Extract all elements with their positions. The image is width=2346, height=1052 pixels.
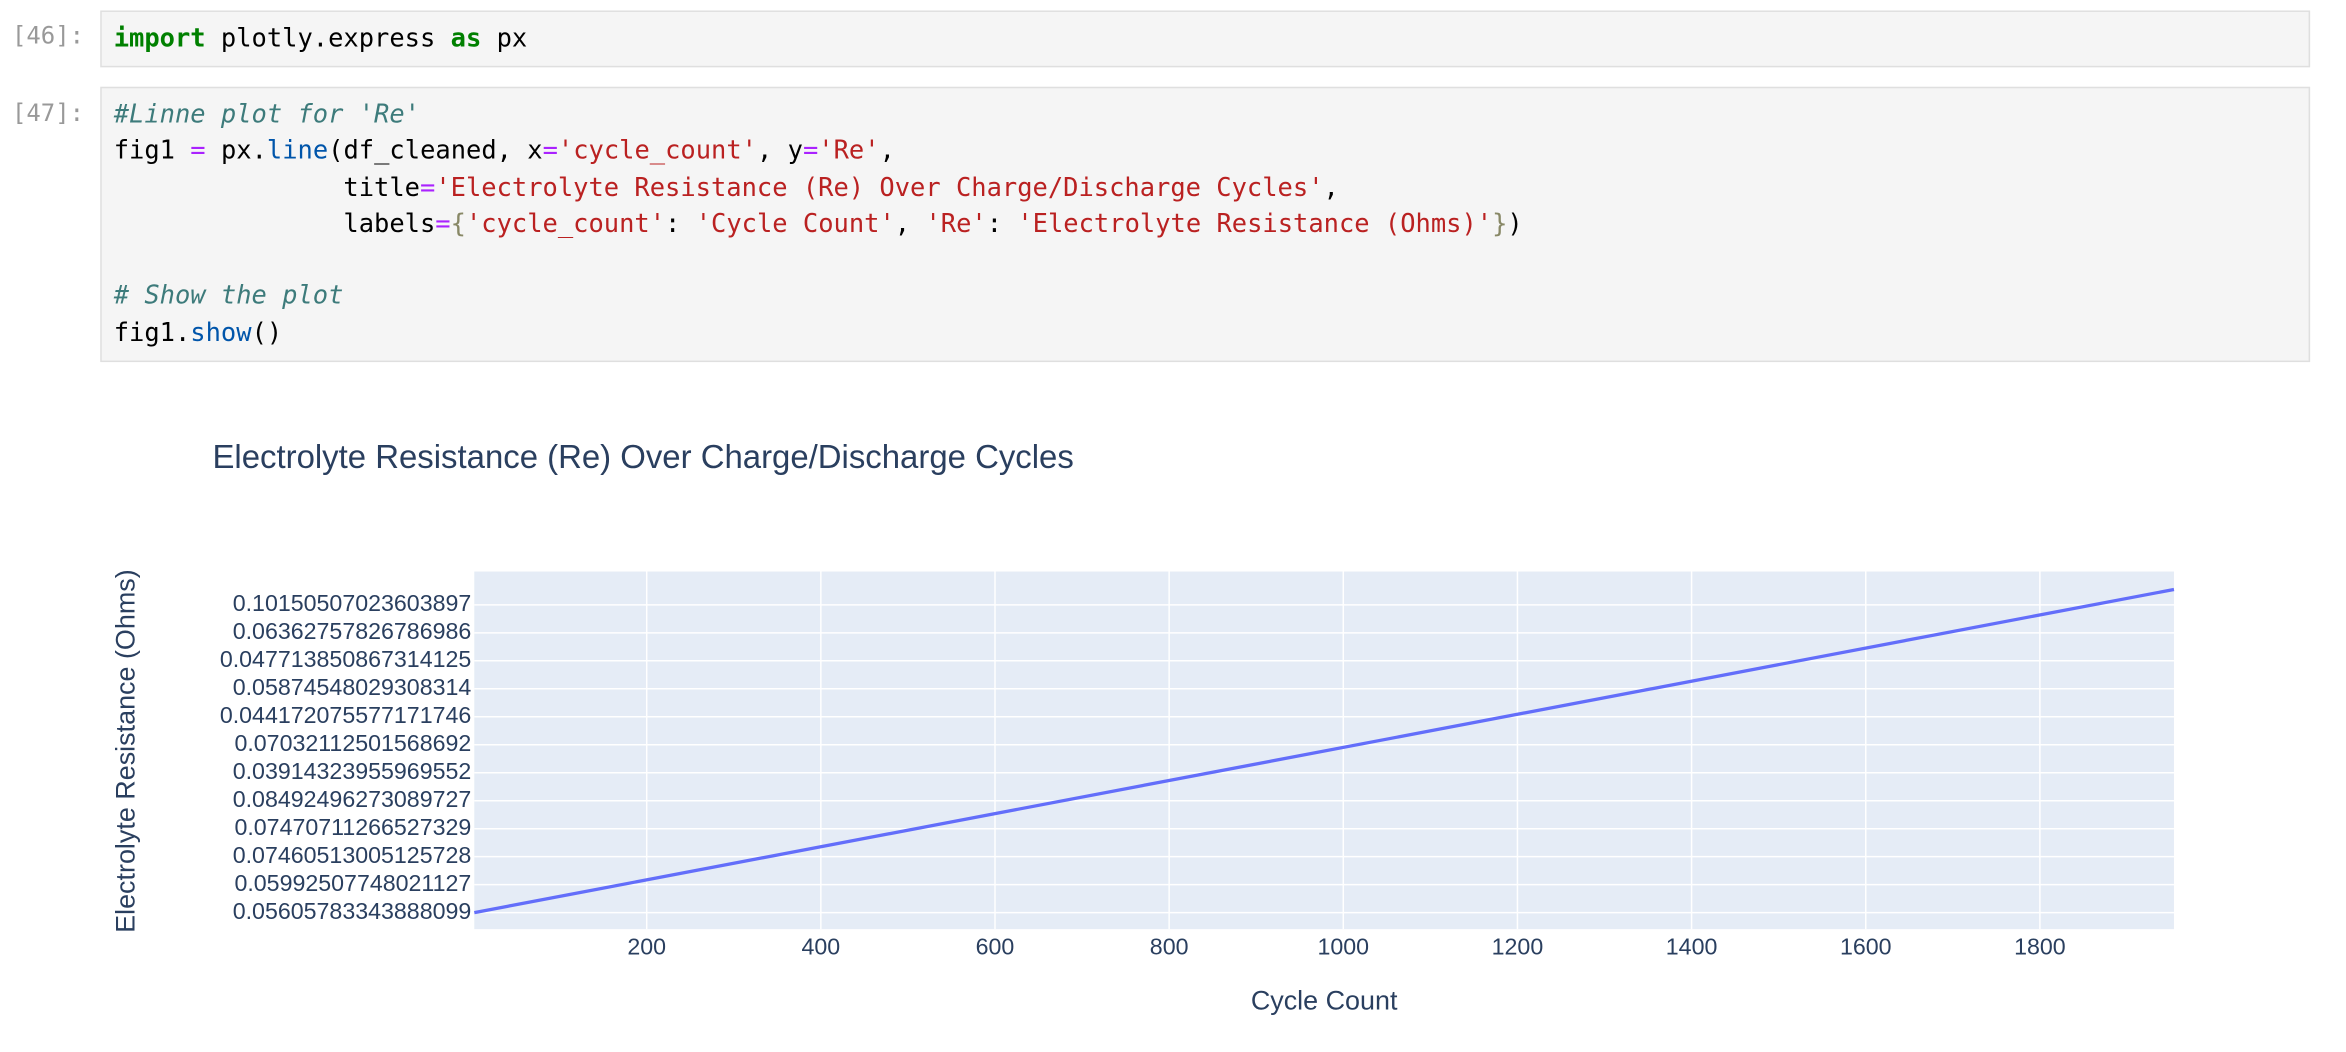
- code-token: =: [419, 172, 436, 203]
- code-token: line: [266, 136, 329, 167]
- code-token: :: [665, 209, 696, 240]
- code-line: import plotly.express as px: [114, 21, 2297, 57]
- code-token: 'cycle_count': [557, 136, 758, 167]
- y-tick-label: 0.05992507748021127: [234, 870, 471, 896]
- code-token: show: [190, 318, 252, 349]
- code-token: px.: [205, 136, 267, 167]
- y-tick-label: 0.06362757826786986: [233, 618, 472, 644]
- y-tick-label: 0.08492496273089727: [233, 786, 472, 812]
- y-tick-label: 0.047713850867314125: [220, 646, 471, 672]
- y-tick-label: 0.07460513005125728: [233, 842, 472, 868]
- data-line: [473, 587, 2175, 915]
- x-tick-label: 1000: [1317, 934, 1369, 960]
- x-tick-label: 1600: [1840, 934, 1892, 960]
- code-token: =: [435, 209, 451, 240]
- cell-prompt: [46]:: [11, 20, 85, 50]
- code-token: 'Re': [925, 209, 987, 240]
- code-token: =: [802, 136, 819, 167]
- code-token: labels: [113, 209, 436, 240]
- code-token: fig1.: [113, 318, 191, 349]
- x-tick-label: 800: [1150, 934, 1189, 960]
- y-tick-label: 0.03914323955969552: [233, 758, 472, 784]
- y-tick-label: 0.07470711266527329: [234, 814, 471, 840]
- code-token: #Linne plot for 'Re': [113, 100, 420, 131]
- code-token: =: [542, 136, 558, 167]
- y-tick-label: 0.0560578334388809​9: [233, 898, 472, 924]
- y-axis-title: Electrolyte Resistance (Ohms): [110, 569, 140, 933]
- code-token: (df_cleaned, x: [328, 136, 543, 167]
- code-line: fig1.show(): [114, 315, 2297, 351]
- code-token: 'Electrolyte Resistance (Re) Over Charge…: [435, 172, 1324, 203]
- y-tick-label: 0.07032112501568692: [234, 730, 471, 756]
- code-token: :: [986, 209, 1018, 240]
- y-tick-label: 0.10150507023603897: [233, 590, 472, 616]
- code-token: =: [190, 136, 206, 167]
- code-token: ,: [1323, 172, 1339, 203]
- code-cell[interactable]: import plotly.express as px: [100, 10, 2311, 68]
- code-token: (): [251, 318, 283, 349]
- x-tick-label: 1800: [2014, 934, 2066, 960]
- x-tick-label: 200: [627, 934, 666, 960]
- code-token: ): [1507, 209, 1523, 240]
- code-token: import: [113, 23, 206, 54]
- x-tick-label: 600: [976, 934, 1015, 960]
- y-tick-label: 0.05874548029308314: [233, 674, 472, 700]
- code-token: {: [450, 209, 466, 240]
- code-token: ,: [879, 136, 895, 167]
- code-token: as: [450, 23, 482, 54]
- code-token: 'cycle_count': [465, 209, 666, 240]
- code-line: # Show the plot: [114, 279, 2297, 315]
- x-tick-label: 1200: [1492, 934, 1544, 960]
- code-token: # Show the plot: [113, 282, 344, 312]
- chart-title: Electrolyte Resistance (Re) Over Charge/…: [212, 438, 1073, 475]
- code-line: #Linne plot for 'Re': [114, 97, 2297, 133]
- code-token: ,: [894, 209, 926, 240]
- y-tick-label: 0.044172075577171746: [220, 702, 471, 728]
- code-line: labels={'cycle_count': 'Cycle Count', 'R…: [114, 206, 2297, 242]
- code-token: }: [1492, 209, 1508, 240]
- code-token: 'Electrolyte Resistance (Ohms)': [1017, 209, 1493, 240]
- code-token: plotly.express: [205, 23, 451, 54]
- cell-prompt: [47]:: [11, 98, 85, 128]
- code-token: fig1: [113, 136, 191, 167]
- x-axis-title: Cycle Count: [1251, 986, 1398, 1016]
- code-token: 'Cycle Count': [695, 209, 895, 240]
- code-line: fig1 = px.line(df_cleaned, x='cycle_coun…: [114, 134, 2297, 170]
- code-token: title: [113, 172, 420, 203]
- code-line: title='Electrolyte Resistance (Re) Over …: [114, 170, 2297, 206]
- code-token: px: [481, 23, 528, 54]
- code-token: 'Re': [818, 136, 880, 167]
- x-tick-label: 400: [802, 934, 841, 960]
- x-tick-label: 1400: [1666, 934, 1718, 960]
- code-token: , y: [757, 136, 803, 167]
- code-cell[interactable]: #Linne plot for 'Re' fig1 = px.line(df_cl…: [100, 86, 2311, 363]
